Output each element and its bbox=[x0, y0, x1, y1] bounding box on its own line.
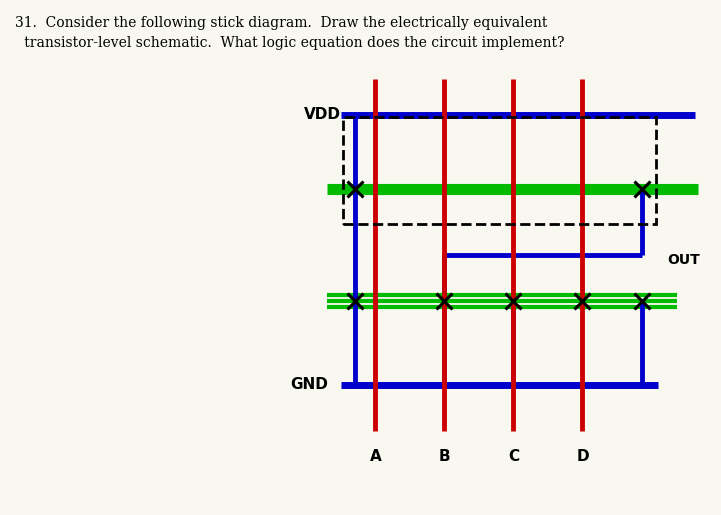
Text: GND: GND bbox=[291, 377, 328, 392]
Bar bbox=[343, 117, 656, 225]
Text: transistor-level schematic.  What logic equation does the circuit implement?: transistor-level schematic. What logic e… bbox=[0, 36, 565, 50]
Text: A: A bbox=[370, 449, 381, 464]
Text: D: D bbox=[576, 449, 589, 464]
Text: C: C bbox=[508, 449, 519, 464]
Text: B: B bbox=[438, 449, 450, 464]
Text: OUT: OUT bbox=[668, 253, 700, 267]
Text: VDD: VDD bbox=[304, 107, 341, 123]
Text: 31.  Consider the following stick diagram.  Draw the electrically equivalent: 31. Consider the following stick diagram… bbox=[15, 15, 547, 29]
